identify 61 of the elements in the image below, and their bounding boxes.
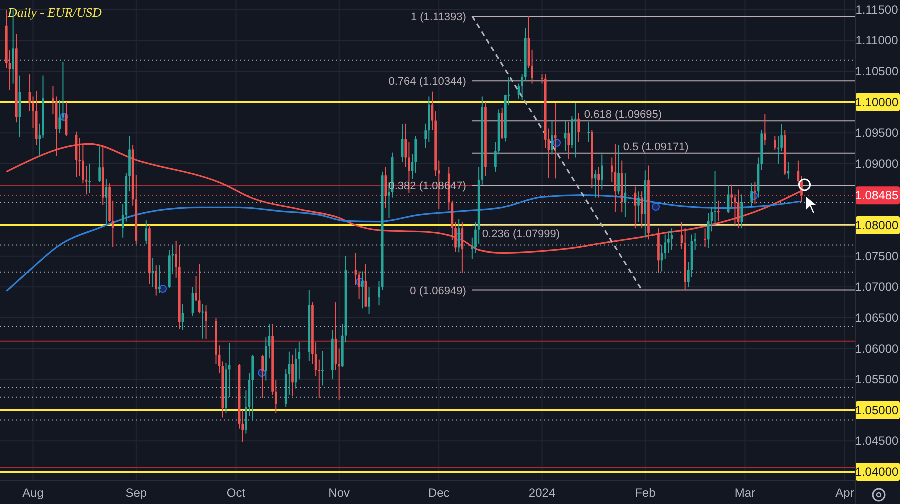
- series-label: 0.764 (1.10344): [388, 76, 466, 88]
- y-tick-label: 1.07000: [855, 280, 900, 294]
- candlestick: [588, 122, 590, 143]
- candlestick: [205, 305, 208, 340]
- series-label: 1 (1.11393): [410, 11, 466, 24]
- ref-line-label: 1.10000: [855, 95, 900, 110]
- candlestick: [361, 271, 364, 310]
- x-tick-label: Aug: [22, 486, 44, 500]
- candlestick: [578, 112, 580, 143]
- candlestick: [262, 354, 264, 399]
- candlestick: [98, 146, 101, 183]
- x-tick-label: Nov: [328, 486, 350, 500]
- y-tick-label: 1.10500: [855, 64, 900, 78]
- y-tick-label: 1.04500: [855, 434, 900, 448]
- candlestick: [740, 194, 744, 230]
- candlestick: [198, 264, 201, 314]
- candlestick: [774, 136, 776, 151]
- candlestick: [750, 183, 754, 208]
- x-tick-label: Dec: [428, 486, 450, 500]
- candlestick: [717, 200, 720, 222]
- ref-line-label: 1.08000: [855, 218, 900, 233]
- chart-title: Daily - EUR/USD: [7, 5, 102, 20]
- x-tick-label: Mar: [734, 486, 756, 500]
- y-tick-label: 1.09000: [855, 156, 900, 171]
- y-tick-label: 1.09500: [855, 126, 900, 140]
- candlestick: [322, 350, 324, 386]
- candlestick: [600, 154, 604, 190]
- candlestick: [145, 220, 148, 245]
- x-tick-label: Feb: [635, 486, 656, 500]
- y-tick-label: 1.11000: [856, 34, 899, 48]
- candlestick: [158, 265, 161, 294]
- x-tick-label: Sep: [126, 486, 148, 500]
- y-tick-label: 1.07500: [855, 249, 900, 264]
- candlestick: [155, 265, 158, 296]
- ref-line-label: 1.04000: [855, 464, 900, 479]
- candlestick: [568, 122, 570, 160]
- candlestick: [704, 228, 706, 248]
- y-tick-label: 1.06500: [855, 310, 900, 325]
- candlestick: [618, 144, 620, 196]
- x-tick-label: Apr: [836, 486, 854, 500]
- x-tick-label: 2024: [528, 486, 556, 500]
- candlestick: [638, 191, 640, 223]
- candlestick: [458, 218, 460, 254]
- candlestick: [754, 182, 756, 204]
- candlestick: [598, 166, 600, 198]
- series-label: 0.236 (1.07999): [482, 228, 560, 241]
- y-tick-label: 1.06000: [855, 342, 900, 356]
- candlestick: [292, 354, 294, 397]
- series-label: 0.618 (1.09695): [584, 109, 662, 122]
- ref-line-label: 1.05000: [855, 403, 900, 418]
- candlestick: [764, 113, 766, 146]
- ref-line-label: 1.08485: [855, 188, 900, 203]
- x-tick-label: Oct: [226, 486, 246, 500]
- series-label: 0 (1.06949): [410, 285, 466, 298]
- y-tick-label: 1.11500: [856, 2, 899, 17]
- candlestick: [354, 252, 358, 286]
- candlestick: [551, 120, 554, 156]
- candlestick: [368, 286, 370, 315]
- candlestick: [88, 163, 91, 194]
- y-tick-label: 1.05500: [855, 372, 900, 387]
- series-label: 0.5 (1.09171): [623, 141, 689, 154]
